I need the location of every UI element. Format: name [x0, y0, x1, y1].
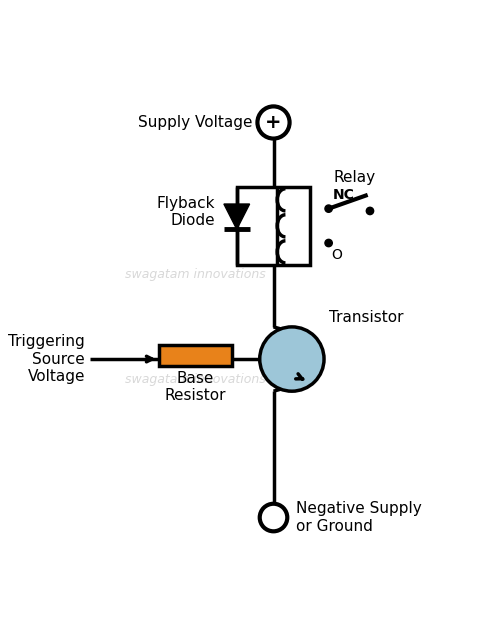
Circle shape — [260, 327, 324, 391]
Circle shape — [366, 207, 373, 214]
Text: Negative Supply
or Ground: Negative Supply or Ground — [296, 501, 422, 534]
Bar — [237, 187, 310, 265]
Text: Flyback
Diode: Flyback Diode — [156, 196, 215, 228]
Text: Supply Voltage: Supply Voltage — [138, 115, 253, 130]
Text: Base
Resistor: Base Resistor — [165, 371, 226, 403]
Text: Triggering
Source
Voltage: Triggering Source Voltage — [8, 334, 85, 384]
Text: swagatam innovations: swagatam innovations — [125, 268, 266, 280]
Text: NC: NC — [333, 188, 355, 202]
Circle shape — [325, 205, 332, 212]
Polygon shape — [224, 204, 249, 229]
Text: +: + — [265, 113, 282, 132]
Bar — [159, 345, 232, 366]
Text: Relay: Relay — [333, 170, 375, 185]
Text: Transistor: Transistor — [329, 310, 403, 325]
Circle shape — [325, 239, 332, 246]
Text: swagatam innovations: swagatam innovations — [125, 373, 266, 386]
Text: O: O — [331, 248, 342, 262]
